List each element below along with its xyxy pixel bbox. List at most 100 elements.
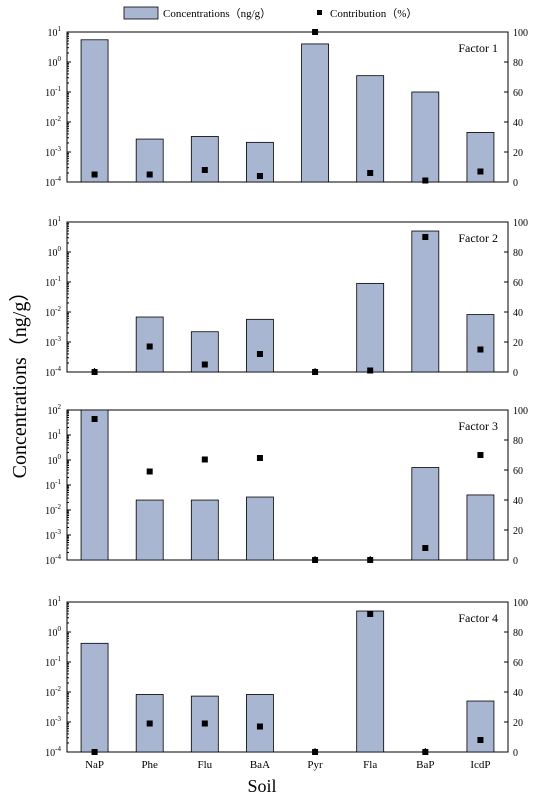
point-baa	[256, 723, 263, 730]
y2-tick-label: 80	[513, 58, 523, 69]
point-phe	[146, 343, 153, 350]
y-tick-label: 10-1	[45, 85, 61, 99]
legend-bar-swatch	[123, 6, 159, 20]
y-tick-label: 102	[48, 403, 62, 417]
y2-tick-label: 0	[513, 368, 518, 379]
bar-phe	[135, 694, 164, 753]
y2-tick-label: 60	[513, 88, 523, 99]
bar-baa	[246, 496, 274, 561]
plot-frame	[66, 221, 509, 373]
y-tick-label: 10-2	[45, 305, 61, 319]
bar-flu	[190, 136, 219, 183]
y2-tick-label: 60	[513, 658, 523, 669]
bar-phe	[135, 499, 164, 561]
y-tick-label: 10-1	[45, 275, 61, 289]
panel-title: Factor 1	[458, 41, 498, 55]
bar-baa	[246, 141, 274, 183]
y2-tick-label: 60	[513, 466, 523, 477]
y-tick-label: 10-3	[45, 528, 61, 542]
point-phe	[146, 468, 153, 475]
point-phe	[146, 171, 153, 178]
point-icdp	[477, 737, 484, 743]
point-flu	[201, 456, 208, 463]
y-tick-label: 10-1	[45, 655, 61, 669]
y-tick-label: 10-4	[45, 365, 61, 379]
point-nap	[91, 749, 98, 755]
bar-icdp	[466, 132, 495, 183]
y-tick-label: 100	[48, 245, 62, 259]
y2-tick-label: 40	[513, 308, 523, 319]
plot-frame	[66, 409, 509, 561]
point-bap	[422, 749, 429, 755]
y2-tick-label: 40	[513, 496, 523, 507]
bar-nap	[80, 642, 109, 753]
x-tick-label: BaA	[250, 759, 270, 771]
y-tick-label: 101	[48, 595, 62, 609]
y2-tick-label: 20	[513, 338, 523, 349]
panel-title: Factor 4	[458, 611, 498, 625]
x-axis-title: Soil	[247, 776, 276, 796]
y-tick-label: 10-4	[45, 553, 61, 567]
point-pyr	[312, 369, 319, 375]
x-tick-label: IcdP	[470, 759, 490, 771]
chart-panel-4: 10-4 10-3 10-2 10-1 100 101 0 20 40 60 80 100 NaP Phe…	[45, 595, 528, 771]
bar-bap	[411, 230, 440, 373]
legend-marker-swatch	[317, 10, 322, 15]
y-tick-label: 10-4	[45, 175, 61, 189]
x-tick-label: Flu	[197, 759, 212, 771]
bar-nap	[80, 409, 109, 561]
bar-flu	[190, 499, 219, 561]
x-tick-label: Phe	[141, 759, 158, 771]
point-fla	[367, 611, 374, 617]
y-tick-label: 10-2	[45, 503, 61, 517]
y-tick-label: 10-3	[45, 715, 61, 729]
point-nap	[91, 416, 98, 422]
y2-tick-label: 40	[513, 688, 523, 699]
y2-tick-label: 100	[513, 218, 528, 229]
chart-panel-2: 10-4 10-3 10-2 10-1 100 101 0 20 40 60 80 100 Factor…	[45, 215, 528, 379]
point-flu	[201, 361, 208, 368]
y-tick-label: 101	[48, 215, 62, 229]
point-flu	[201, 167, 208, 173]
y-tick-label: 101	[48, 25, 62, 39]
point-baa	[256, 455, 263, 461]
y2-tick-label: 20	[513, 148, 523, 159]
point-fla	[367, 367, 374, 374]
y-tick-label: 10-3	[45, 145, 61, 159]
x-tick-label: NaP	[85, 759, 104, 771]
bar-icdp	[466, 494, 495, 561]
y-tick-label: 10-1	[45, 478, 61, 492]
y-tick-label: 10-2	[45, 685, 61, 699]
point-icdp	[477, 168, 484, 175]
bar-nap	[80, 39, 109, 183]
y-tick-label: 100	[48, 55, 62, 69]
x-tick-label: Fla	[363, 759, 377, 771]
bar-icdp	[466, 700, 495, 753]
bar-fla	[356, 610, 385, 753]
point-baa	[256, 351, 263, 357]
y2-tick-label: 20	[513, 718, 523, 729]
point-flu	[201, 720, 208, 727]
y2-tick-label: 100	[513, 598, 528, 609]
y2-tick-label: 0	[513, 556, 518, 567]
legend-bar-label: Concentrations（ng/g）	[163, 7, 271, 20]
y2-tick-label: 80	[513, 436, 523, 447]
plot-frame	[66, 601, 509, 753]
y-tick-label: 10-4	[45, 745, 61, 759]
point-bap	[422, 545, 429, 551]
y2-tick-label: 40	[513, 118, 523, 129]
y2-tick-label: 20	[513, 526, 523, 537]
bar-icdp	[466, 314, 495, 373]
bar-fla	[356, 282, 385, 373]
bar-bap	[411, 91, 440, 183]
bar-flu	[190, 695, 219, 753]
y2-tick-label: 0	[513, 178, 518, 189]
y-axis-title: Concentrations（ng/g）	[8, 282, 31, 479]
legend-marker-label: Contribution（%）	[330, 7, 417, 20]
chart-panel-3: 10-4 10-3 10-2 10-1 100 101 102 0 20 40 60 80 100 Fac…	[45, 403, 528, 567]
point-pyr	[312, 749, 319, 755]
point-icdp	[477, 452, 484, 458]
bar-bap	[411, 467, 440, 561]
